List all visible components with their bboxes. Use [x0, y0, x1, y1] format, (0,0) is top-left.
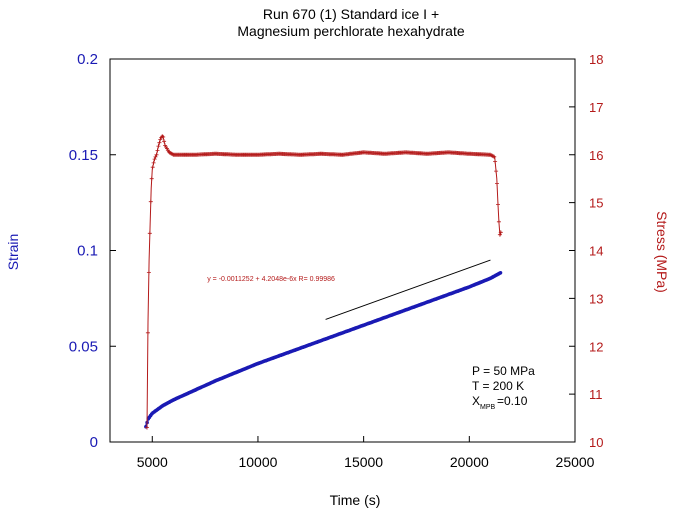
y-axis-label-left: Strain	[5, 234, 21, 271]
stress-point	[145, 330, 150, 335]
stress-point	[157, 140, 162, 145]
stress-point	[161, 135, 166, 139]
y-right-tick-label: 10	[589, 435, 603, 450]
pressure-annotation: P = 50 MPa	[472, 364, 535, 378]
y-right-tick-label: 15	[589, 196, 603, 211]
stress-point	[170, 152, 175, 157]
stress-point	[496, 219, 501, 224]
x-tick-label: 20000	[450, 454, 489, 470]
fit-line	[325, 259, 491, 320]
y-right-tick-label: 12	[589, 339, 603, 354]
fit-equation: y = -0.0011252 + 4.2048e-6x R= 0.99986	[207, 276, 335, 283]
x-axis-label: Time (s)	[330, 492, 381, 508]
y-right-tick-label: 18	[589, 52, 603, 67]
x-tick-label: 10000	[238, 454, 277, 470]
stress-point	[152, 157, 157, 162]
stress-point	[154, 152, 159, 157]
y-left-tick-label: 0.2	[77, 51, 98, 68]
stress-point	[162, 139, 167, 144]
stress-point	[497, 232, 502, 237]
y-right-tick-label: 16	[589, 148, 603, 163]
stress-point	[149, 176, 154, 181]
stress-point	[494, 169, 499, 174]
stress-point	[493, 159, 498, 164]
x-tick-label: 5000	[137, 454, 168, 470]
stress-point	[145, 425, 149, 430]
chart-title-line2: Magnesium perchlorate hexahydrate	[237, 23, 464, 39]
x-axis-ticks: 5000 10000 15000 20000 25000	[137, 436, 595, 470]
y-axis-label-right: Stress (MPa)	[654, 211, 670, 293]
stress-point	[151, 160, 156, 165]
y-left-tick-label: 0	[90, 434, 98, 451]
y-left-tick-label: 0.15	[69, 147, 98, 164]
fraction-annotation-value: =0.10	[497, 394, 528, 408]
x-tick-label: 15000	[344, 454, 383, 470]
fraction-annotation-prefix: X	[472, 394, 480, 408]
strain-point	[498, 271, 503, 275]
y-left-tick-label: 0.1	[77, 243, 98, 260]
series-layer	[144, 134, 503, 430]
chart-title-line1: Run 670 (1) Standard ice I +	[263, 6, 439, 22]
stress-point	[150, 165, 155, 170]
stress-point	[496, 202, 500, 207]
stress-point	[495, 181, 499, 186]
stress-point	[148, 199, 153, 204]
stress-point	[146, 270, 151, 275]
x-tick-label: 25000	[556, 454, 595, 470]
y-axis-left-ticks: 0 0.05 0.1 0.15 0.2	[69, 51, 116, 451]
temperature-annotation: T = 200 K	[472, 379, 524, 393]
y-right-tick-label: 13	[589, 291, 603, 306]
y-axis-right-ticks: 10 11 12 13 14 15 16 17 18	[569, 52, 603, 450]
stress-point	[492, 154, 497, 159]
stress-point	[498, 230, 503, 235]
fraction-annotation-subscript: MPB	[480, 404, 496, 411]
y-right-tick-label: 11	[589, 387, 603, 402]
stress-point	[153, 154, 158, 159]
stress-point	[156, 144, 161, 149]
stress-point	[155, 148, 160, 153]
stress-point	[147, 231, 152, 236]
y-left-tick-label: 0.05	[69, 338, 98, 355]
y-right-tick-label: 17	[589, 100, 603, 115]
y-right-tick-label: 14	[589, 244, 603, 259]
